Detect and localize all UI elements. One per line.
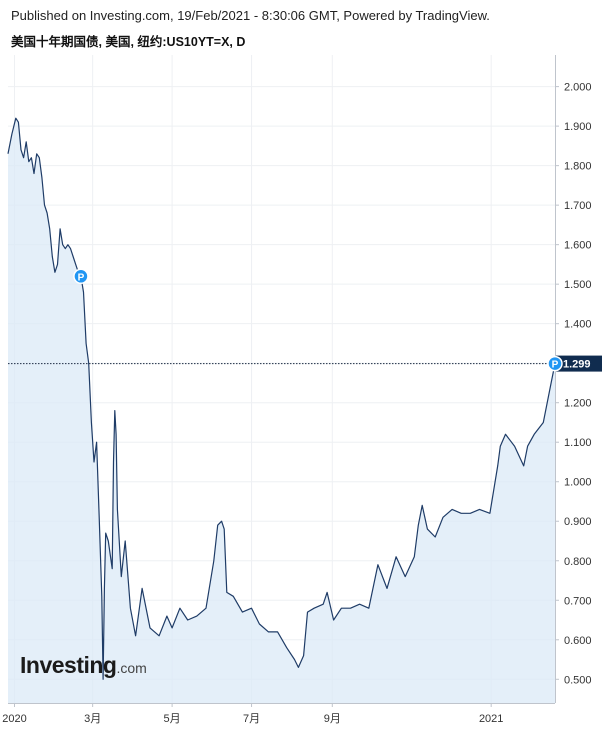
p-marker-label: P (552, 360, 559, 371)
published-caption: Published on Investing.com, 19/Feb/2021 … (11, 8, 490, 23)
y-tick-label: 0.500 (564, 674, 592, 686)
logo-domain: .com (116, 660, 147, 676)
series-area (8, 118, 555, 703)
y-tick-label: 1.200 (564, 398, 592, 410)
x-tick-label: 5月 (164, 713, 181, 725)
last-price-tag (556, 355, 602, 372)
y-tick-label: 1.700 (564, 200, 592, 212)
y-tick-label: 0.600 (564, 635, 592, 647)
p-marker (73, 268, 89, 285)
logo-wordmark: Investing (20, 652, 117, 678)
p-marker-label: P (78, 272, 85, 283)
chart-title: 美国十年期国债, 美国, 纽约:US10YT=X, D (11, 35, 246, 49)
y-tick-label: 1.600 (564, 240, 592, 252)
y-tick-label: 1.900 (564, 121, 592, 133)
y-tick-label: 0.900 (564, 516, 592, 528)
x-tick-label: 7月 (243, 713, 260, 725)
series-line (7, 117, 556, 680)
y-tick-label: 2.000 (564, 82, 592, 94)
y-tick-label: 1.400 (564, 319, 592, 331)
x-tick-label: 2020 (2, 713, 26, 725)
investing-logo: Investing.com (20, 652, 147, 679)
x-tick-label: 9月 (324, 713, 341, 725)
x-tick-label: 2021 (479, 713, 503, 725)
y-tick-label: 1.500 (564, 279, 592, 291)
y-tick-label: 0.700 (564, 595, 592, 607)
y-tick-label: 0.800 (564, 556, 592, 568)
y-tick-label: 1.000 (564, 477, 592, 489)
x-tick-label: 3月 (84, 713, 101, 725)
p-marker (547, 355, 563, 372)
last-price-label: 1.299 (563, 359, 591, 371)
y-tick-label: 1.100 (564, 437, 592, 449)
y-tick-label: 1.800 (564, 161, 592, 173)
